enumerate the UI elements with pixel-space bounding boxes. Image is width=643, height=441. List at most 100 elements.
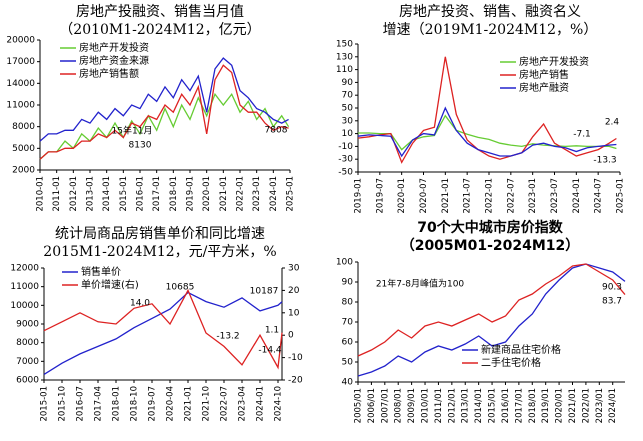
x-tick-label: 2006/01 <box>367 388 377 423</box>
x-tick-label: 2021-01 <box>441 178 451 214</box>
y-tick-label: 90 <box>342 78 354 88</box>
y-tick-label: 17000 <box>6 57 35 67</box>
y-tick-label: 90 <box>342 278 354 288</box>
x-tick-label: 2023-04 <box>238 386 248 422</box>
chart-title: 房地产投融资、销售当月值 <box>76 4 244 20</box>
legend-label: 单价增速(右) <box>81 278 139 291</box>
x-tick-label: 2010-01 <box>36 176 46 212</box>
x-tick-label: 2025-01 <box>286 176 296 212</box>
x-tick-label: 2013-01 <box>86 176 96 212</box>
x-tick-label: 2017-04 <box>94 386 104 422</box>
annotation: 10685 <box>166 283 195 293</box>
y-tick-label: 50 <box>342 104 354 114</box>
y-tick-label: 150 <box>336 40 353 50</box>
line-series <box>357 263 626 377</box>
x-tick-label: 2024/01 <box>608 388 618 423</box>
y-tick-label: 10000 <box>10 301 39 311</box>
y-tick-label: 70 <box>342 318 354 328</box>
chart-subtitle: （2010M1-2024M12，亿元） <box>59 22 260 38</box>
line-series <box>357 56 617 164</box>
x-tick-label: 2021-07 <box>463 178 473 214</box>
y-tick-label: 6000 <box>16 376 39 386</box>
y-tick-label: 110 <box>336 65 353 75</box>
x-tick-label: 2022-01 <box>485 178 495 214</box>
x-tick-label: 2018-01 <box>112 386 122 422</box>
x-tick-label: 2011/01 <box>434 388 444 423</box>
y2-tick-label: 20 <box>288 286 300 296</box>
y2-tick-label: 10 <box>288 308 300 318</box>
y-tick-label: 8000 <box>16 338 39 348</box>
annotation: -13.2 <box>216 332 239 342</box>
annotation: 90.3 <box>602 283 622 293</box>
x-tick-label: 2012/01 <box>447 388 457 423</box>
legend-label: 销售单价 <box>81 265 121 278</box>
line-series <box>39 57 289 142</box>
chart-title: 统计局商品房销售单价和同比增速 <box>55 226 265 242</box>
x-tick-label: 2022-07 <box>220 386 230 422</box>
annotation: 8130 <box>129 141 152 151</box>
x-tick-label: 2019-01 <box>354 178 364 214</box>
x-tick-label: 2009/01 <box>407 388 417 423</box>
x-tick-label: 2021-10 <box>202 386 212 422</box>
x-tick-label: 2012-01 <box>69 176 79 212</box>
chart-subtitle: 增速（2019M1-2024M12，%） <box>383 22 598 38</box>
y-tick-label: 40 <box>342 378 354 388</box>
x-tick-label: 2020-01 <box>202 176 212 212</box>
annotation: -7.1 <box>573 130 591 140</box>
line-series <box>357 106 617 158</box>
x-tick-label: 2019-07 <box>375 178 385 214</box>
line-series <box>39 92 290 160</box>
y-tick-label: 20000 <box>6 36 35 46</box>
x-tick-label: 2016-07 <box>76 386 86 422</box>
x-tick-label: 2018-01 <box>169 176 179 212</box>
y-tick-label: 7000 <box>16 357 39 367</box>
x-tick-label: 2007/01 <box>380 388 390 423</box>
x-tick-label: 2024-01 <box>269 176 279 212</box>
x-tick-label: 2005/01 <box>354 388 364 423</box>
y-tick-label: -30 <box>338 155 353 165</box>
annotation: -14.4 <box>258 346 282 356</box>
x-tick-label: 2016-01 <box>136 176 146 212</box>
x-tick-label: 2022-01 <box>236 176 246 212</box>
y2-tick-label: -20 <box>288 376 303 386</box>
x-tick-label: 2023-07 <box>550 178 560 214</box>
x-tick-label: 2019-07 <box>148 386 158 422</box>
x-tick-label: 2023-01 <box>528 178 538 214</box>
y-tick-label: 50 <box>342 358 354 368</box>
legend-label: 房地产销售 <box>519 68 569 81</box>
y-tick-label: 8000 <box>12 122 35 132</box>
x-tick-label: 2021/01 <box>568 388 578 423</box>
y-tick-label: 14000 <box>6 79 35 89</box>
x-tick-label: 2016/01 <box>501 388 511 423</box>
y-tick-label: 12000 <box>10 264 39 274</box>
x-tick-label: 2020-04 <box>166 386 176 422</box>
x-tick-label: 2021-01 <box>184 386 194 422</box>
line-series <box>358 114 617 151</box>
y-tick-label: 10 <box>342 129 354 139</box>
annotation: 15年11月 <box>112 125 153 137</box>
x-tick-label: 2015-01 <box>40 386 50 422</box>
annotation: 7808 <box>265 126 288 136</box>
y2-tick-label: 30 <box>288 264 300 274</box>
x-tick-label: 2015/01 <box>488 388 498 423</box>
line-series <box>39 64 289 160</box>
annotation: 14.0 <box>130 299 150 309</box>
x-tick-label: 2025-01 <box>616 178 626 214</box>
legend-label: 新建商品住宅价格 <box>481 343 561 356</box>
y-tick-label: 5000 <box>12 144 35 154</box>
line-series <box>43 291 283 375</box>
x-tick-label: 2015-01 <box>119 176 129 212</box>
annotation: 21年7-8月峰值为100 <box>376 278 465 290</box>
x-tick-label: 2019-01 <box>186 176 196 212</box>
x-tick-label: 2020-07 <box>419 178 429 214</box>
chart-subtitle: （2005M01-2024M12） <box>401 238 580 254</box>
x-tick-label: 2018/01 <box>528 388 538 423</box>
x-tick-label: 2011-01 <box>52 176 62 212</box>
chart-title: 房地产投资、销售、融资名义 <box>399 4 581 20</box>
legend-label: 房地产融资 <box>519 81 569 94</box>
x-tick-label: 2024-01 <box>256 386 266 422</box>
y-tick-label: 130 <box>336 52 353 62</box>
y2-tick-label: -10 <box>288 353 303 363</box>
y-tick-label: 9000 <box>16 320 39 330</box>
annotation: -13.3 <box>593 156 616 166</box>
